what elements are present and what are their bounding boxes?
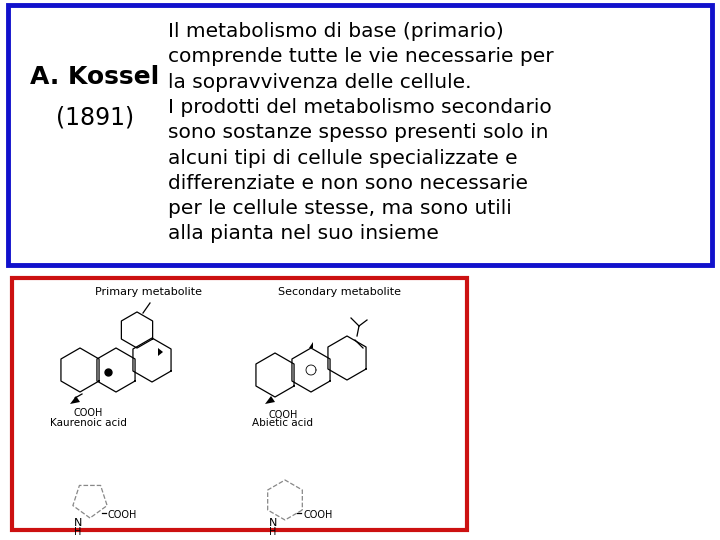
Text: Il metabolismo di base (primario)
comprende tutte le vie necessarie per
la sopra: Il metabolismo di base (primario) compre… [168,22,554,244]
Text: Secondary metabolite: Secondary metabolite [278,287,401,297]
Polygon shape [265,396,275,404]
Text: COOH: COOH [73,408,103,418]
Text: COOH: COOH [108,510,138,520]
Text: A. Kossel: A. Kossel [30,65,160,89]
Polygon shape [309,342,313,348]
Text: H: H [269,527,276,537]
Text: N: N [269,518,277,528]
Bar [12,278,467,530]
Polygon shape [70,396,80,404]
Text: Primary metabolite: Primary metabolite [95,287,202,297]
Text: H: H [74,527,81,537]
Polygon shape [158,348,163,356]
Text: COOH: COOH [303,510,333,520]
Text: N: N [74,518,82,528]
Text: Kaurenoic acid: Kaurenoic acid [50,418,127,428]
Text: (1891): (1891) [56,105,134,129]
Text: Abietic acid: Abietic acid [253,418,313,428]
Text: COOH: COOH [269,410,297,420]
Bar [8,5,712,265]
